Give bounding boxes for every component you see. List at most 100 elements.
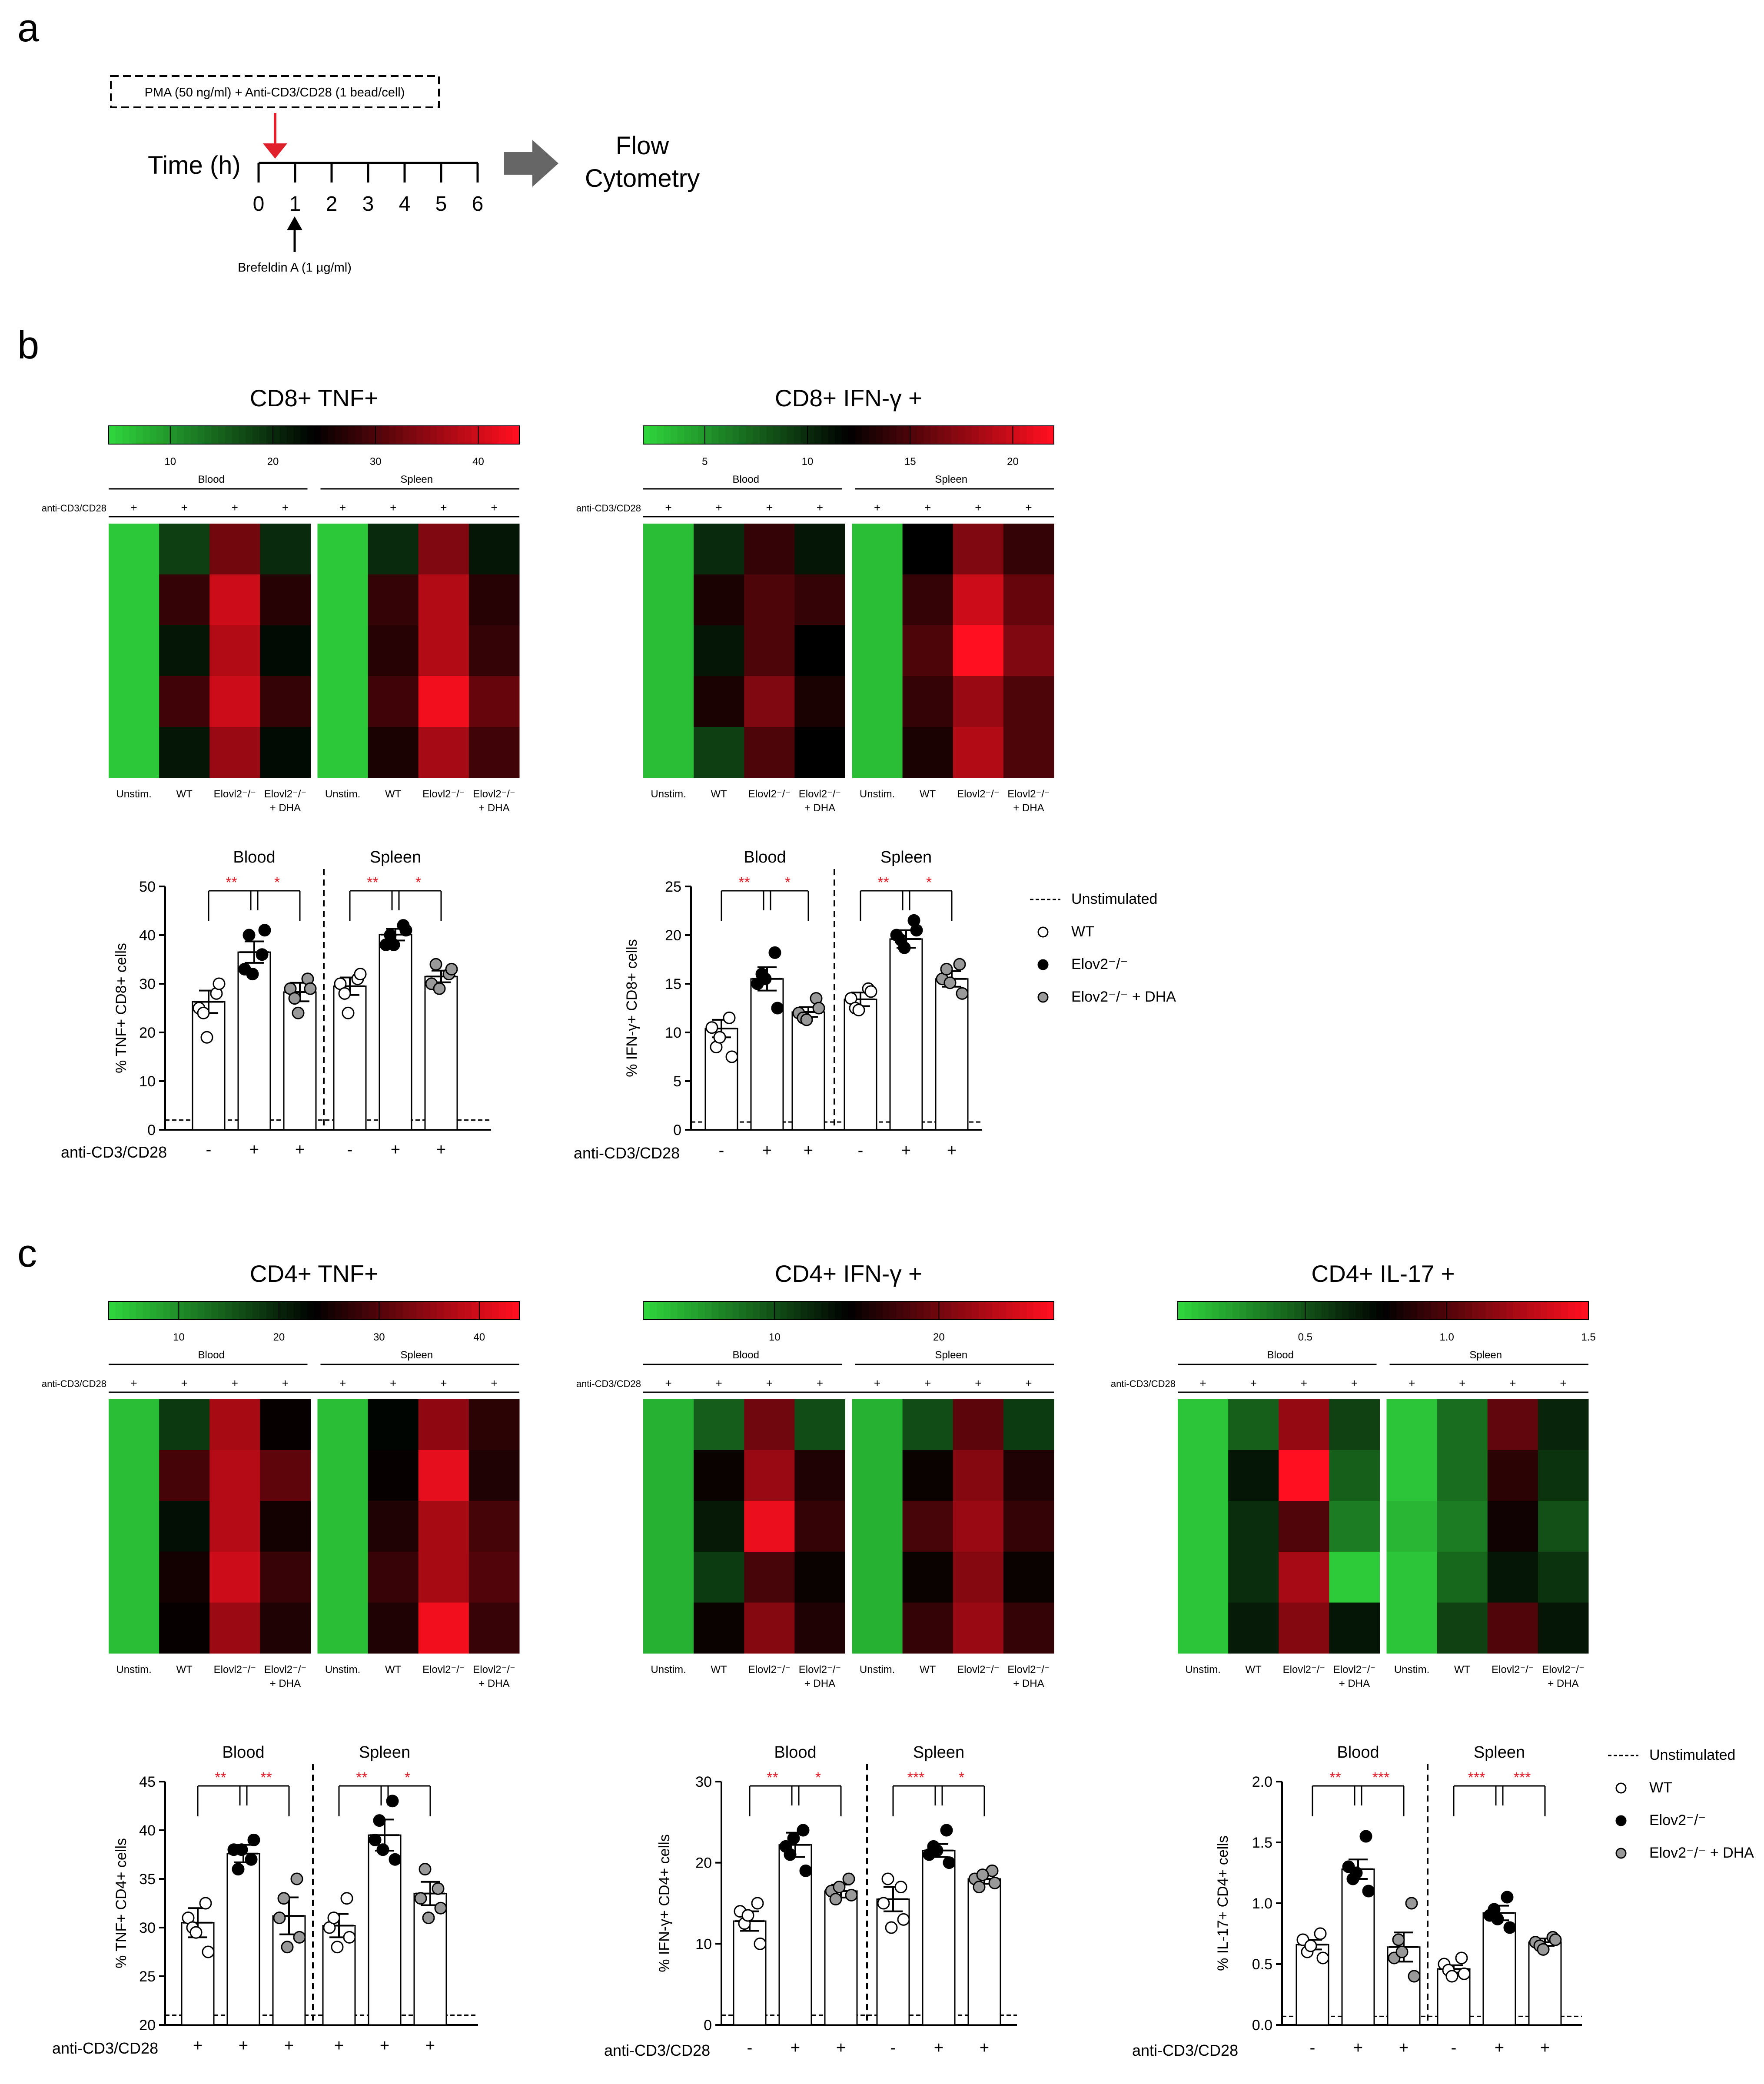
data-point xyxy=(292,1006,305,1019)
data-point xyxy=(340,1892,353,1905)
heatmap-cell xyxy=(209,625,260,677)
y-tick-label: 40 xyxy=(139,1822,156,1839)
column-label: Elovl2⁻/⁻ xyxy=(264,1664,306,1676)
y-tick-label: 15 xyxy=(665,976,681,992)
column-label: + DHA xyxy=(1339,1678,1370,1689)
colorscale-segment xyxy=(197,1301,205,1320)
colorscale-segment xyxy=(1040,426,1048,444)
colorscale-segment xyxy=(396,426,404,444)
data-point xyxy=(1316,1951,1329,1965)
colorscale-segment xyxy=(951,426,959,444)
sig-label: ** xyxy=(226,874,237,891)
column-label: Elovl2⁻/⁻ xyxy=(957,788,999,800)
heatmap-cell xyxy=(1386,1450,1438,1501)
heatmap-cell xyxy=(418,1501,469,1552)
colorscale-segment xyxy=(1342,1301,1349,1320)
colorscale-segment xyxy=(1191,1301,1199,1320)
colorscale-segment xyxy=(115,1301,123,1320)
legend-c: Unstimulated WT Elov2⁻/⁻ Elov2⁻/⁻ + DHA xyxy=(1608,1747,1754,1861)
stim-row-label: anti-CD3/CD28 xyxy=(42,503,106,514)
heatmap-cell xyxy=(468,1501,520,1552)
sig-label: ** xyxy=(1329,1769,1341,1786)
group-label-blood: Blood xyxy=(733,1349,759,1361)
stim-sign: + xyxy=(804,1142,813,1160)
colorscale-segment xyxy=(341,1301,349,1320)
group-label-blood: Blood xyxy=(198,1349,225,1361)
heatmap-cell xyxy=(209,524,260,575)
colorscale-segment xyxy=(828,1301,835,1320)
heatmap-cell xyxy=(260,524,311,575)
heatmap-cell xyxy=(794,1603,845,1654)
data-point xyxy=(246,968,259,981)
column-label: Unstim. xyxy=(651,1664,686,1676)
colorscale-segment xyxy=(1534,1301,1541,1320)
data-point xyxy=(713,1031,726,1044)
stim-sign: - xyxy=(1451,2039,1457,2057)
stim-sign: - xyxy=(347,1141,353,1159)
colorscale-segment xyxy=(746,426,753,444)
colorscale-segment xyxy=(862,426,870,444)
heatmap-cell xyxy=(1279,1450,1329,1501)
colorscale-segment xyxy=(505,426,513,444)
data-point xyxy=(771,1002,784,1015)
sig-label: *** xyxy=(1372,1769,1390,1786)
heatmap-cell xyxy=(468,1450,520,1501)
stim-sign: + xyxy=(716,501,722,514)
stim-sign: + xyxy=(1351,1377,1358,1390)
stim-sign: + xyxy=(334,2037,344,2055)
heatmap-cell xyxy=(1178,1450,1229,1501)
y-axis-label: % TNF+ CD4+ cells xyxy=(113,1838,130,1968)
colorscale-segment xyxy=(677,1301,685,1320)
colorscale-segment xyxy=(1383,1301,1391,1320)
colorscale-segment xyxy=(485,1301,492,1320)
heatmap-cell xyxy=(418,727,469,778)
data-point xyxy=(881,1872,894,1885)
colorscale-segment xyxy=(458,1301,465,1320)
data-point xyxy=(293,1931,306,1944)
colorscale-segment xyxy=(279,426,287,444)
heatmap-cell xyxy=(902,1501,953,1552)
heatmap-cell xyxy=(1228,1552,1279,1603)
flow-label: Flow xyxy=(616,132,670,160)
colorscale-segment xyxy=(478,1301,486,1320)
heatmap-cell xyxy=(260,1603,311,1654)
stim-sign: + xyxy=(282,1377,289,1390)
colorscale-segment xyxy=(890,426,897,444)
data-point xyxy=(256,948,269,961)
colorscale-segment xyxy=(1369,1301,1377,1320)
heatmap-cell xyxy=(1279,1552,1329,1603)
heatmap-cell xyxy=(468,524,520,575)
heatmap-cell xyxy=(1329,1399,1380,1450)
bar xyxy=(237,951,271,1131)
column-label: Elovl2⁻/⁻ xyxy=(473,1664,515,1676)
colorscale-segment xyxy=(1458,1301,1466,1320)
colorscale-segment xyxy=(1321,1301,1329,1320)
colorscale-segment xyxy=(650,1301,658,1320)
colorscale-segment xyxy=(1397,1301,1404,1320)
stim-sign: + xyxy=(975,501,981,514)
heatmap-cell xyxy=(418,676,469,727)
heatmap-cell xyxy=(260,1501,311,1552)
data-point xyxy=(943,976,957,989)
colorscale-segment xyxy=(1273,1301,1281,1320)
heatmap-cell xyxy=(109,727,159,778)
colorscale-segment xyxy=(725,426,733,444)
colorscale-segment xyxy=(787,1301,794,1320)
sig-label: ** xyxy=(367,874,378,891)
stim-sign: + xyxy=(791,2039,800,2057)
heatmap-cell xyxy=(794,1450,845,1501)
colorscale-segment xyxy=(1328,1301,1336,1320)
heatmap-cell xyxy=(744,676,795,727)
stim-sign: - xyxy=(858,1142,864,1160)
heatmap-cell xyxy=(418,524,469,575)
colorscale-segment xyxy=(855,1301,863,1320)
data-point xyxy=(414,1892,427,1905)
stim-sign: + xyxy=(665,501,671,514)
heatmap-cell xyxy=(317,676,369,727)
data-point xyxy=(754,1937,767,1950)
stim-row-label: anti-CD3/CD28 xyxy=(42,1378,106,1389)
heatmap-cell xyxy=(368,1603,419,1654)
colorscale-segment xyxy=(498,1301,506,1320)
bar xyxy=(733,1920,767,2026)
heatmap-cell xyxy=(1538,1399,1589,1450)
